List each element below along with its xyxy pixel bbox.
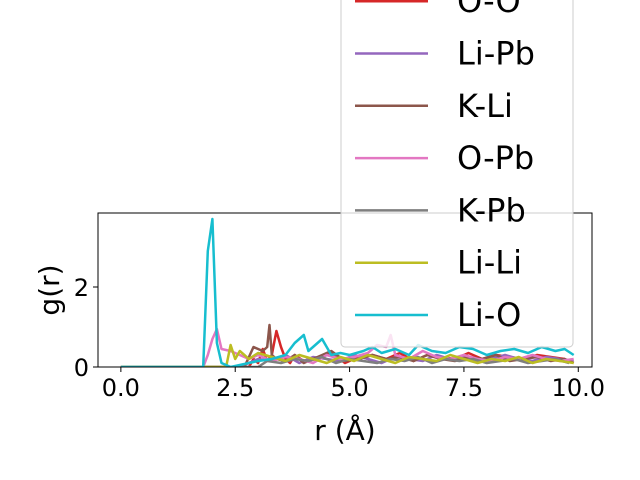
- legend-frame: [340, 0, 574, 348]
- series-line-li-li: [120, 343, 574, 367]
- y-axis-label: g(r): [33, 264, 66, 315]
- legend-label-k-li: K-Li: [457, 87, 513, 125]
- x-tick-label: 10.0: [552, 374, 605, 402]
- legend-label-li-pb: Li-Pb: [457, 35, 535, 73]
- legend-entries: O-O Li-Pb K-Li O-Pb K-Pb Li-Li Li-O: [355, 0, 535, 334]
- y-tick-label: 0: [74, 354, 89, 382]
- legend-label-o-o: O-O: [457, 0, 521, 20]
- legend-label-o-pb: O-Pb: [457, 139, 534, 177]
- x-axis-label: r (Å): [314, 413, 375, 447]
- x-tick-label: 0.0: [102, 374, 140, 402]
- series-layer: [120, 217, 575, 367]
- x-tick-label: 7.5: [445, 374, 483, 402]
- y-axis-ticks: 02: [74, 274, 98, 382]
- x-tick-label: 5.0: [330, 374, 368, 402]
- legend-label-k-pb: K-Pb: [457, 191, 526, 229]
- legend: O-O Li-Pb K-Li O-Pb K-Pb Li-Li Li-O: [340, 0, 574, 348]
- x-tick-label: 2.5: [216, 374, 254, 402]
- x-axis-ticks: 0.0 2.5 5.0 7.5 10.0: [102, 367, 605, 402]
- legend-label-li-o: Li-O: [457, 296, 521, 334]
- y-tick-label: 2: [74, 274, 89, 302]
- legend-label-li-li: Li-Li: [457, 244, 522, 282]
